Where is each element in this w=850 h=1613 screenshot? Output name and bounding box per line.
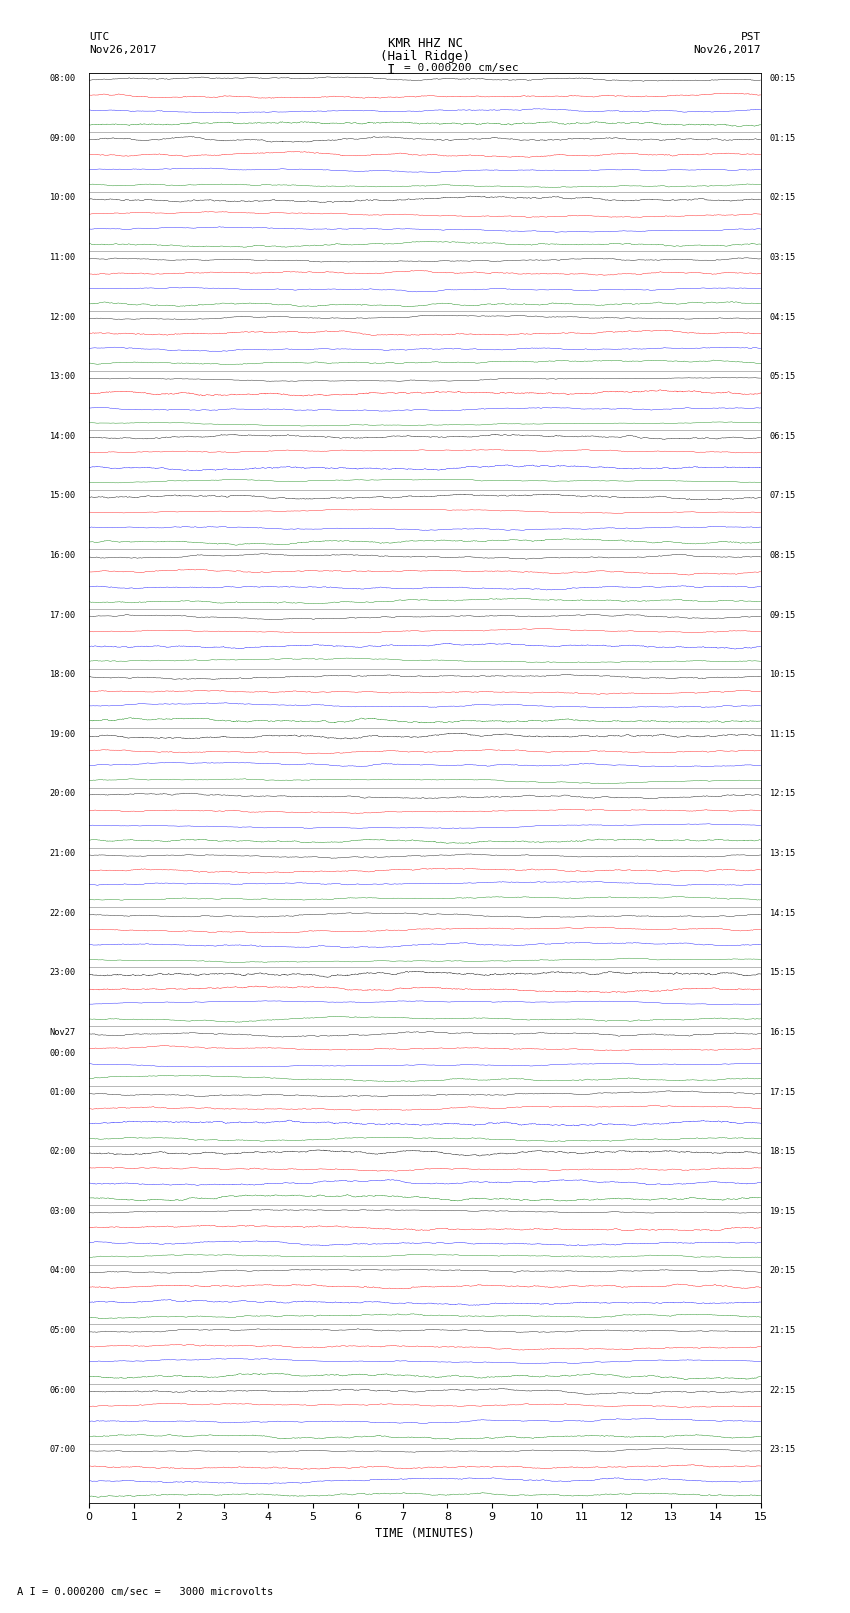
Text: 12:00: 12:00 — [49, 313, 76, 321]
Text: 06:15: 06:15 — [770, 432, 796, 440]
Text: 11:15: 11:15 — [770, 729, 796, 739]
X-axis label: TIME (MINUTES): TIME (MINUTES) — [375, 1526, 475, 1539]
Text: 10:15: 10:15 — [770, 671, 796, 679]
Text: 09:15: 09:15 — [770, 611, 796, 619]
Text: UTC: UTC — [89, 32, 110, 42]
Text: PST: PST — [740, 32, 761, 42]
Text: 18:00: 18:00 — [49, 671, 76, 679]
Text: 08:15: 08:15 — [770, 552, 796, 560]
Text: 03:15: 03:15 — [770, 253, 796, 261]
Text: 04:15: 04:15 — [770, 313, 796, 321]
Text: 19:00: 19:00 — [49, 729, 76, 739]
Text: 16:00: 16:00 — [49, 552, 76, 560]
Text: 02:15: 02:15 — [770, 194, 796, 202]
Text: 23:00: 23:00 — [49, 968, 76, 977]
Text: 20:15: 20:15 — [770, 1266, 796, 1276]
Text: 09:00: 09:00 — [49, 134, 76, 142]
Text: 14:00: 14:00 — [49, 432, 76, 440]
Text: 14:15: 14:15 — [770, 908, 796, 918]
Text: I: I — [387, 63, 395, 77]
Text: 05:15: 05:15 — [770, 373, 796, 381]
Text: 17:00: 17:00 — [49, 611, 76, 619]
Text: = 0.000200 cm/sec: = 0.000200 cm/sec — [404, 63, 518, 73]
Text: 00:15: 00:15 — [770, 74, 796, 84]
Text: 08:00: 08:00 — [49, 74, 76, 84]
Text: 01:15: 01:15 — [770, 134, 796, 142]
Text: 01:00: 01:00 — [49, 1087, 76, 1097]
Text: 04:00: 04:00 — [49, 1266, 76, 1276]
Text: 19:15: 19:15 — [770, 1207, 796, 1216]
Text: 22:15: 22:15 — [770, 1386, 796, 1395]
Text: 15:15: 15:15 — [770, 968, 796, 977]
Text: 10:00: 10:00 — [49, 194, 76, 202]
Text: 23:15: 23:15 — [770, 1445, 796, 1455]
Text: 07:00: 07:00 — [49, 1445, 76, 1455]
Text: 20:00: 20:00 — [49, 789, 76, 798]
Text: 13:15: 13:15 — [770, 848, 796, 858]
Text: 13:00: 13:00 — [49, 373, 76, 381]
Text: 12:15: 12:15 — [770, 789, 796, 798]
Text: 18:15: 18:15 — [770, 1147, 796, 1157]
Text: Nov26,2017: Nov26,2017 — [694, 45, 761, 55]
Text: 21:15: 21:15 — [770, 1326, 796, 1336]
Text: Nov26,2017: Nov26,2017 — [89, 45, 156, 55]
Text: 11:00: 11:00 — [49, 253, 76, 261]
Text: Nov27: Nov27 — [49, 1027, 76, 1037]
Text: 21:00: 21:00 — [49, 848, 76, 858]
Text: A I = 0.000200 cm/sec =   3000 microvolts: A I = 0.000200 cm/sec = 3000 microvolts — [17, 1587, 273, 1597]
Text: 15:00: 15:00 — [49, 492, 76, 500]
Text: 17:15: 17:15 — [770, 1087, 796, 1097]
Text: 05:00: 05:00 — [49, 1326, 76, 1336]
Text: 22:00: 22:00 — [49, 908, 76, 918]
Text: 07:15: 07:15 — [770, 492, 796, 500]
Text: 00:00: 00:00 — [49, 1048, 76, 1058]
Text: 02:00: 02:00 — [49, 1147, 76, 1157]
Text: 16:15: 16:15 — [770, 1027, 796, 1037]
Text: (Hail Ridge): (Hail Ridge) — [380, 50, 470, 63]
Text: 03:00: 03:00 — [49, 1207, 76, 1216]
Text: KMR HHZ NC: KMR HHZ NC — [388, 37, 462, 50]
Text: 06:00: 06:00 — [49, 1386, 76, 1395]
